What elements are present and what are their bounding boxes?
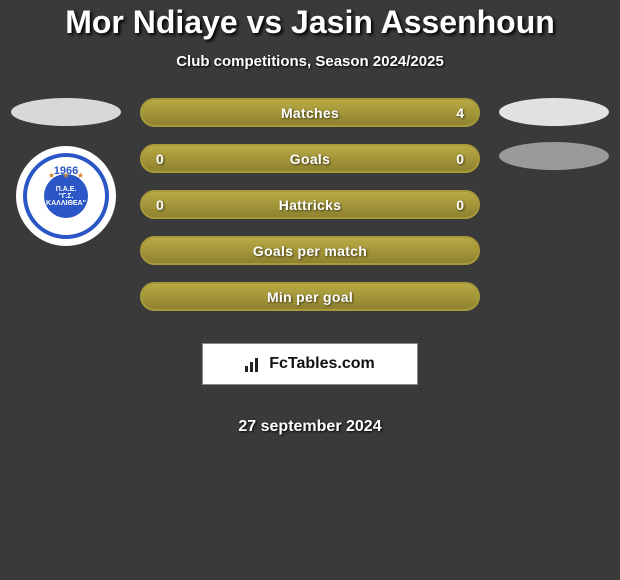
chart-icon — [245, 356, 263, 372]
badge-ball: ★★★ Π.Α.Ε. "Γ.Σ. ΚΑΛΛΙΘΕΑ" — [44, 174, 88, 218]
player-left-placeholder — [11, 98, 121, 126]
date-label: 27 september 2024 — [238, 418, 381, 436]
stat-left-value: 0 — [156, 151, 164, 167]
stat-label: Matches — [281, 105, 339, 121]
fctables-brand-box[interactable]: FcTables.com — [202, 343, 418, 385]
stat-right-value: 0 — [456, 197, 464, 213]
comparison-card: Mor Ndiaye vs Jasin Assenhoun Club compe… — [0, 0, 620, 436]
page-title: Mor Ndiaye vs Jasin Assenhoun — [0, 4, 620, 41]
player-right-placeholder — [499, 98, 609, 126]
club-badge-left: 1966 ★★★ Π.Α.Ε. "Γ.Σ. ΚΑΛΛΙΘΕΑ" — [16, 146, 116, 246]
stat-label: Hattricks — [279, 197, 342, 213]
stats-column: Matches 4 0 Goals 0 0 Hattricks 0 Goals … — [138, 98, 482, 436]
stat-row-matches: Matches 4 — [140, 98, 480, 127]
right-column — [494, 98, 614, 170]
badge-text-1: Π.Α.Ε. — [56, 186, 77, 193]
brand-text: FcTables.com — [269, 355, 375, 373]
badge-text-3: ΚΑΛΛΙΘΕΑ" — [46, 200, 86, 207]
stat-label: Min per goal — [267, 289, 353, 305]
stat-label: Goals — [290, 151, 330, 167]
stat-row-goals: 0 Goals 0 — [140, 144, 480, 173]
badge-text-2: "Γ.Σ. — [59, 193, 74, 200]
stat-label: Goals per match — [253, 243, 367, 259]
stat-right-value: 0 — [456, 151, 464, 167]
club-right-placeholder — [499, 142, 609, 170]
stat-row-min-per-goal: Min per goal — [140, 282, 480, 311]
subtitle: Club competitions, Season 2024/2025 — [0, 53, 620, 70]
left-column: 1966 ★★★ Π.Α.Ε. "Γ.Σ. ΚΑΛΛΙΘΕΑ" — [6, 98, 126, 246]
stat-row-goals-per-match: Goals per match — [140, 236, 480, 265]
main-row: 1966 ★★★ Π.Α.Ε. "Γ.Σ. ΚΑΛΛΙΘΕΑ" Matches … — [0, 98, 620, 436]
stat-left-value: 0 — [156, 197, 164, 213]
stat-row-hattricks: 0 Hattricks 0 — [140, 190, 480, 219]
club-badge-inner: 1966 ★★★ Π.Α.Ε. "Γ.Σ. ΚΑΛΛΙΘΕΑ" — [23, 153, 109, 239]
stat-right-value: 4 — [456, 105, 464, 121]
